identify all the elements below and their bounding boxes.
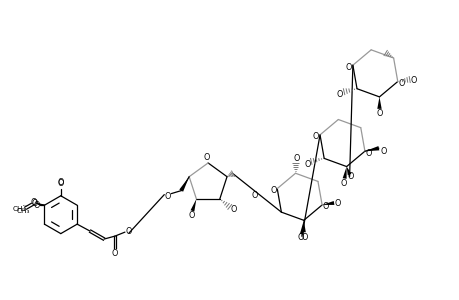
- Text: O: O: [31, 199, 38, 208]
- Text: O: O: [303, 160, 310, 169]
- Text: CH₃: CH₃: [17, 208, 30, 214]
- Text: O: O: [380, 147, 386, 156]
- Text: O: O: [312, 132, 319, 141]
- Text: O: O: [164, 192, 170, 201]
- Text: O: O: [251, 191, 257, 200]
- Text: O: O: [33, 201, 39, 210]
- Text: O: O: [365, 149, 371, 158]
- Text: O: O: [203, 154, 210, 163]
- Polygon shape: [321, 201, 334, 205]
- Text: O: O: [340, 179, 346, 188]
- Text: O: O: [293, 154, 299, 163]
- Text: O: O: [409, 76, 416, 85]
- Text: O: O: [301, 233, 308, 242]
- Polygon shape: [376, 97, 381, 109]
- Text: O: O: [336, 90, 342, 99]
- Text: O: O: [125, 226, 132, 236]
- Polygon shape: [364, 146, 379, 151]
- Text: O: O: [375, 109, 382, 118]
- Polygon shape: [179, 177, 189, 192]
- Polygon shape: [346, 167, 351, 175]
- Text: O: O: [57, 179, 64, 188]
- Text: O: O: [334, 200, 341, 208]
- Text: O: O: [30, 198, 37, 207]
- Text: methoxy: methoxy: [23, 205, 29, 206]
- Text: O: O: [322, 202, 329, 211]
- Polygon shape: [299, 220, 303, 235]
- Text: O: O: [230, 206, 236, 214]
- Text: O: O: [112, 248, 118, 257]
- Polygon shape: [342, 167, 346, 179]
- Text: O: O: [57, 178, 64, 187]
- Text: O: O: [345, 63, 351, 72]
- Text: O: O: [269, 186, 276, 195]
- Text: CH₃: CH₃: [13, 206, 26, 212]
- Text: O: O: [397, 79, 404, 88]
- Polygon shape: [190, 199, 196, 211]
- Text: O: O: [347, 172, 353, 181]
- Text: O: O: [188, 212, 194, 220]
- Polygon shape: [301, 220, 305, 232]
- Text: O: O: [297, 233, 303, 242]
